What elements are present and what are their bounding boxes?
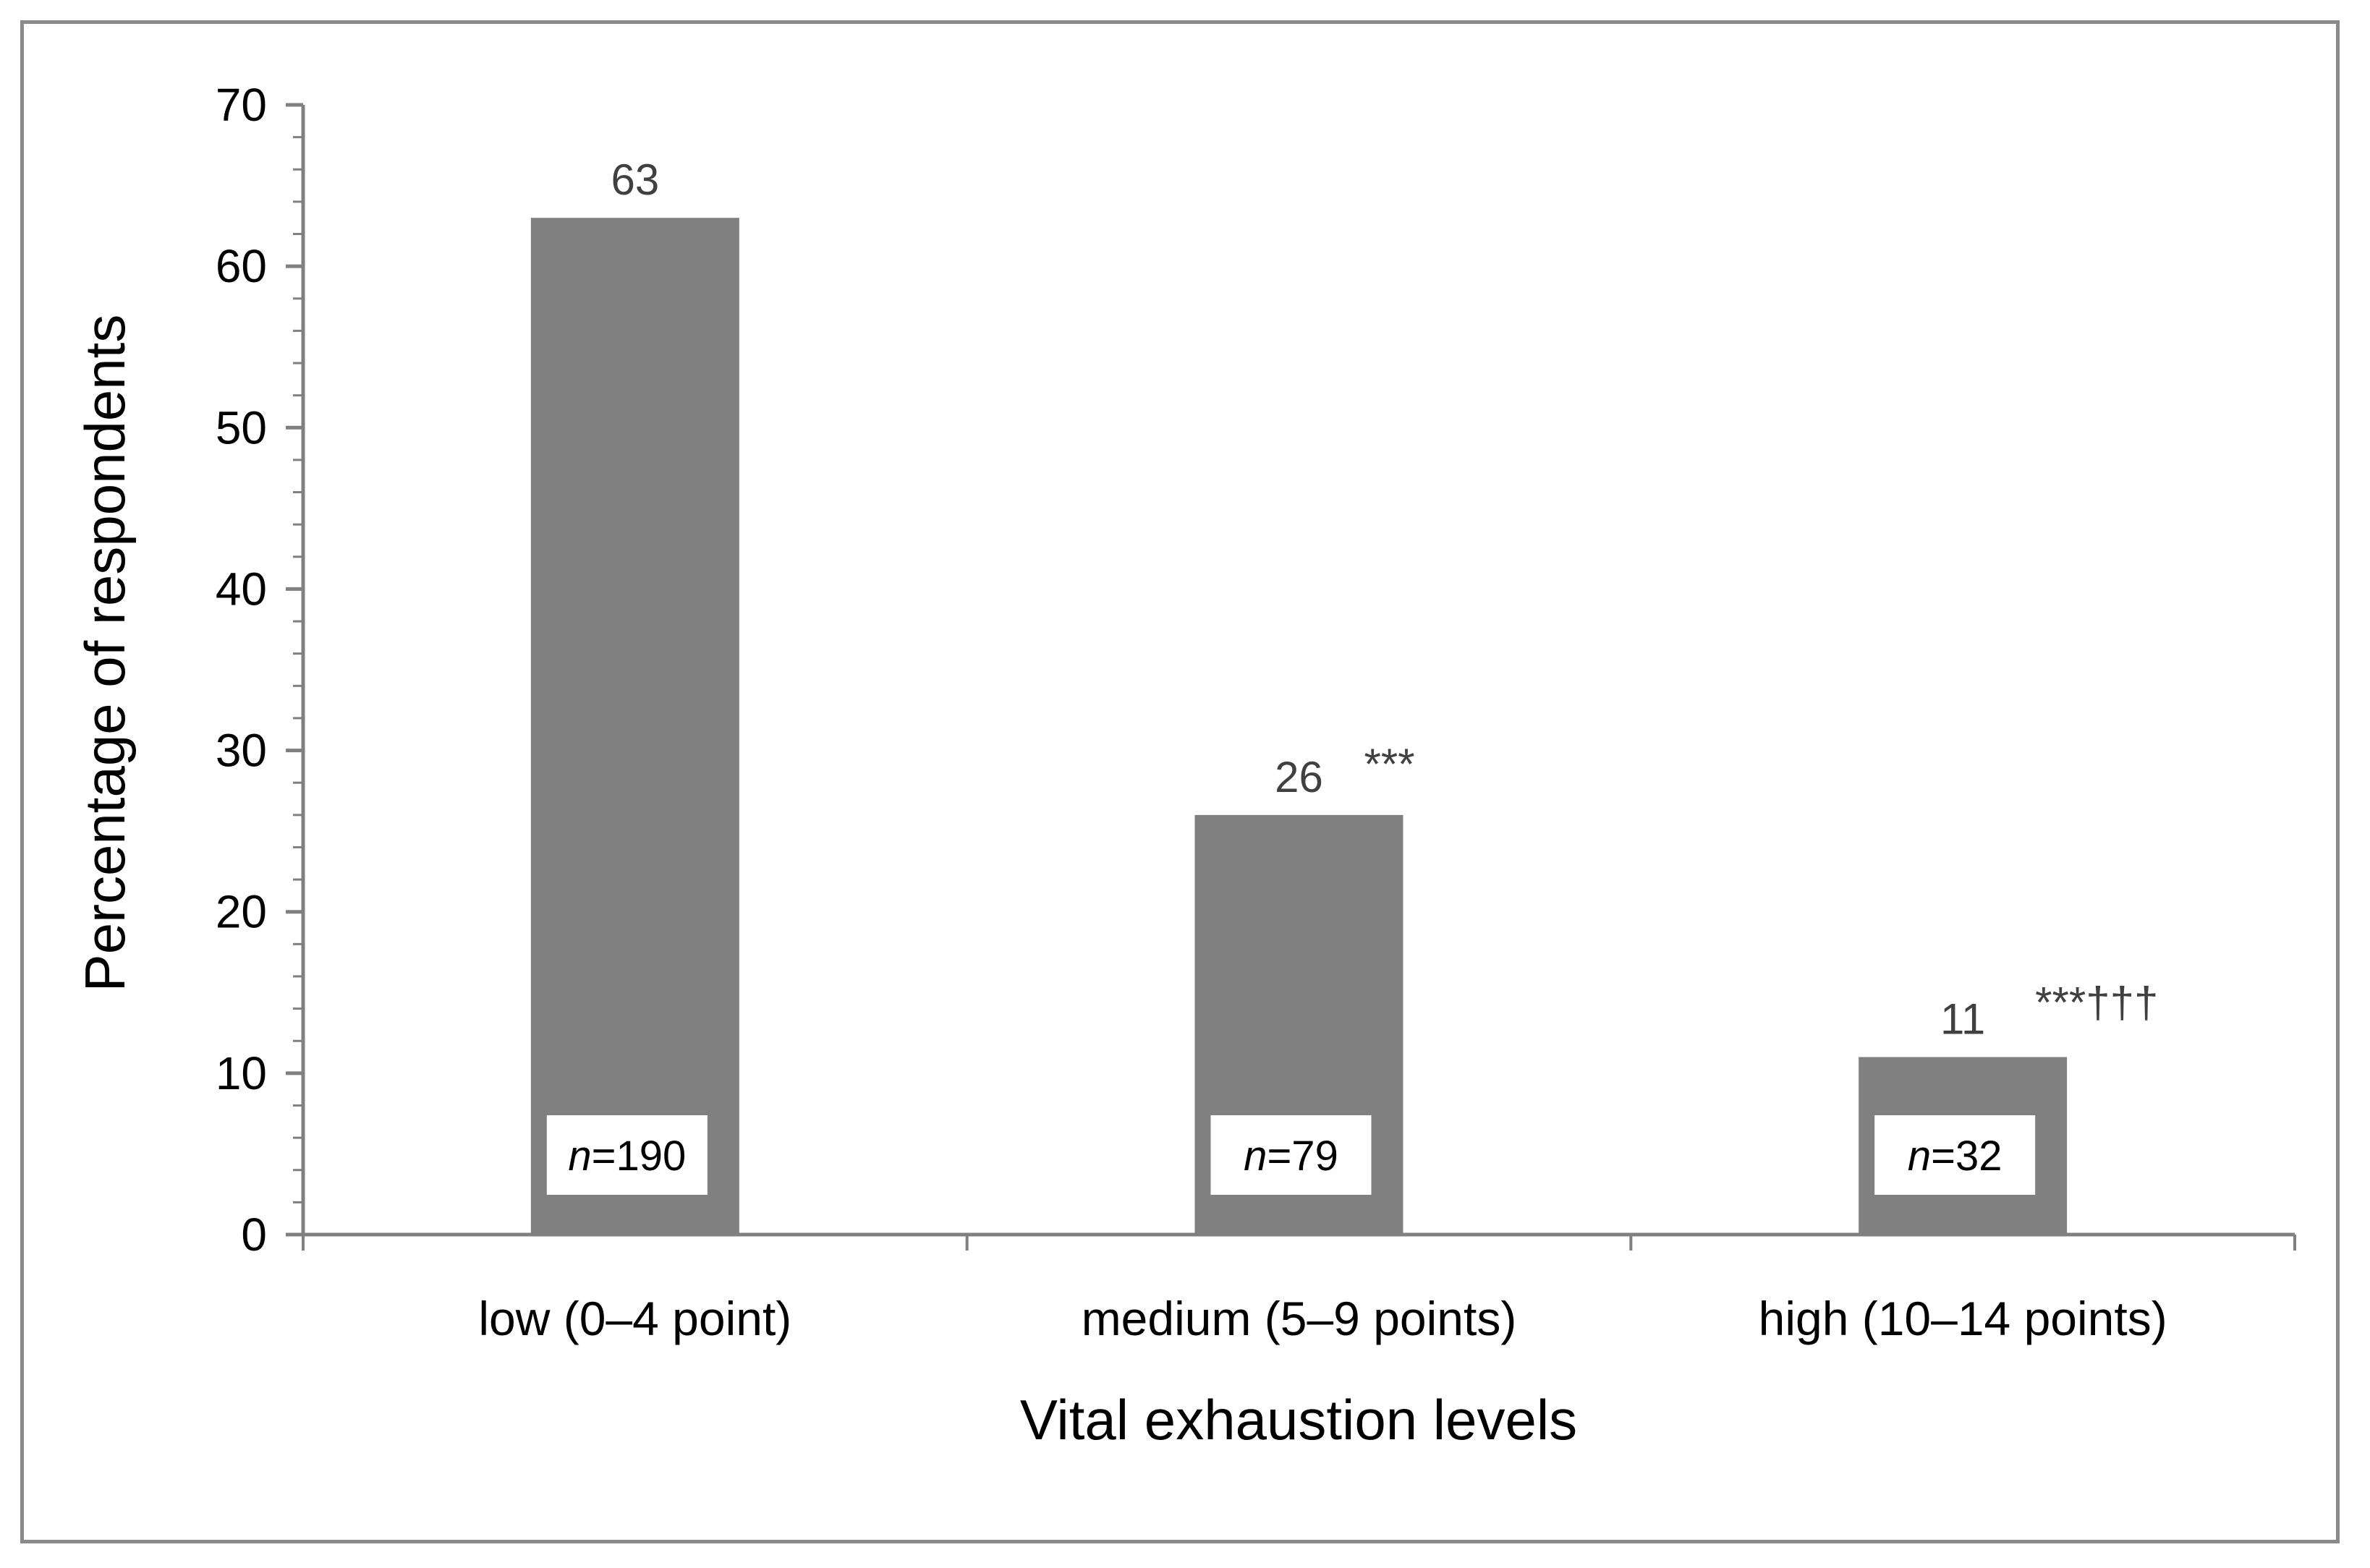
sample-size-value: =79 xyxy=(1267,1133,1338,1180)
y-axis: 0 10 20 30 40 50 60 70 xyxy=(216,79,305,1261)
sample-size-value: =32 xyxy=(1931,1133,2002,1180)
sample-size-box xyxy=(1874,1115,2036,1195)
y-tick-label: 40 xyxy=(216,563,267,615)
sample-size-n: n xyxy=(568,1133,591,1180)
y-tick-label: 0 xyxy=(241,1209,267,1261)
chart-frame xyxy=(20,20,2340,1543)
x-axis: low (0–4 point) medium (5–9 points) high (… xyxy=(302,1232,2296,1345)
y-tick-label: 20 xyxy=(216,886,267,938)
x-category-label: low (0–4 point) xyxy=(478,1292,791,1345)
sample-size-label: n=32 xyxy=(1908,1133,2002,1180)
data-label: 26 xyxy=(1275,753,1323,801)
data-label: 63 xyxy=(611,155,659,204)
y-tick-label: 70 xyxy=(216,79,267,131)
sample-size-box xyxy=(1210,1115,1372,1195)
x-category-label: high (10–14 points) xyxy=(1759,1292,2167,1345)
sample-size-label: n=190 xyxy=(568,1133,686,1180)
y-axis-title: Percentage of respondents xyxy=(73,315,137,992)
x-category-label: medium (5–9 points) xyxy=(1082,1292,1517,1345)
bar xyxy=(530,218,739,1235)
sample-size-n: n xyxy=(1244,1133,1267,1180)
sample-size-n: n xyxy=(1908,1133,1931,1180)
sample-size-box xyxy=(546,1115,708,1195)
data-label: 11 xyxy=(1940,995,1985,1044)
sample-size-label: n=79 xyxy=(1244,1133,1338,1180)
y-tick-label: 30 xyxy=(216,725,267,777)
bars xyxy=(530,218,2068,1235)
significance-marker: ***††† xyxy=(2035,979,2158,1027)
significance-marker: *** xyxy=(1364,740,1415,788)
y-tick-label: 50 xyxy=(216,401,267,453)
y-tick-label: 10 xyxy=(216,1047,267,1099)
y-tick-label: 60 xyxy=(216,240,267,292)
x-axis-title: Vital exhaustion levels xyxy=(1020,1388,1577,1452)
sample-size-value: =190 xyxy=(592,1133,687,1180)
